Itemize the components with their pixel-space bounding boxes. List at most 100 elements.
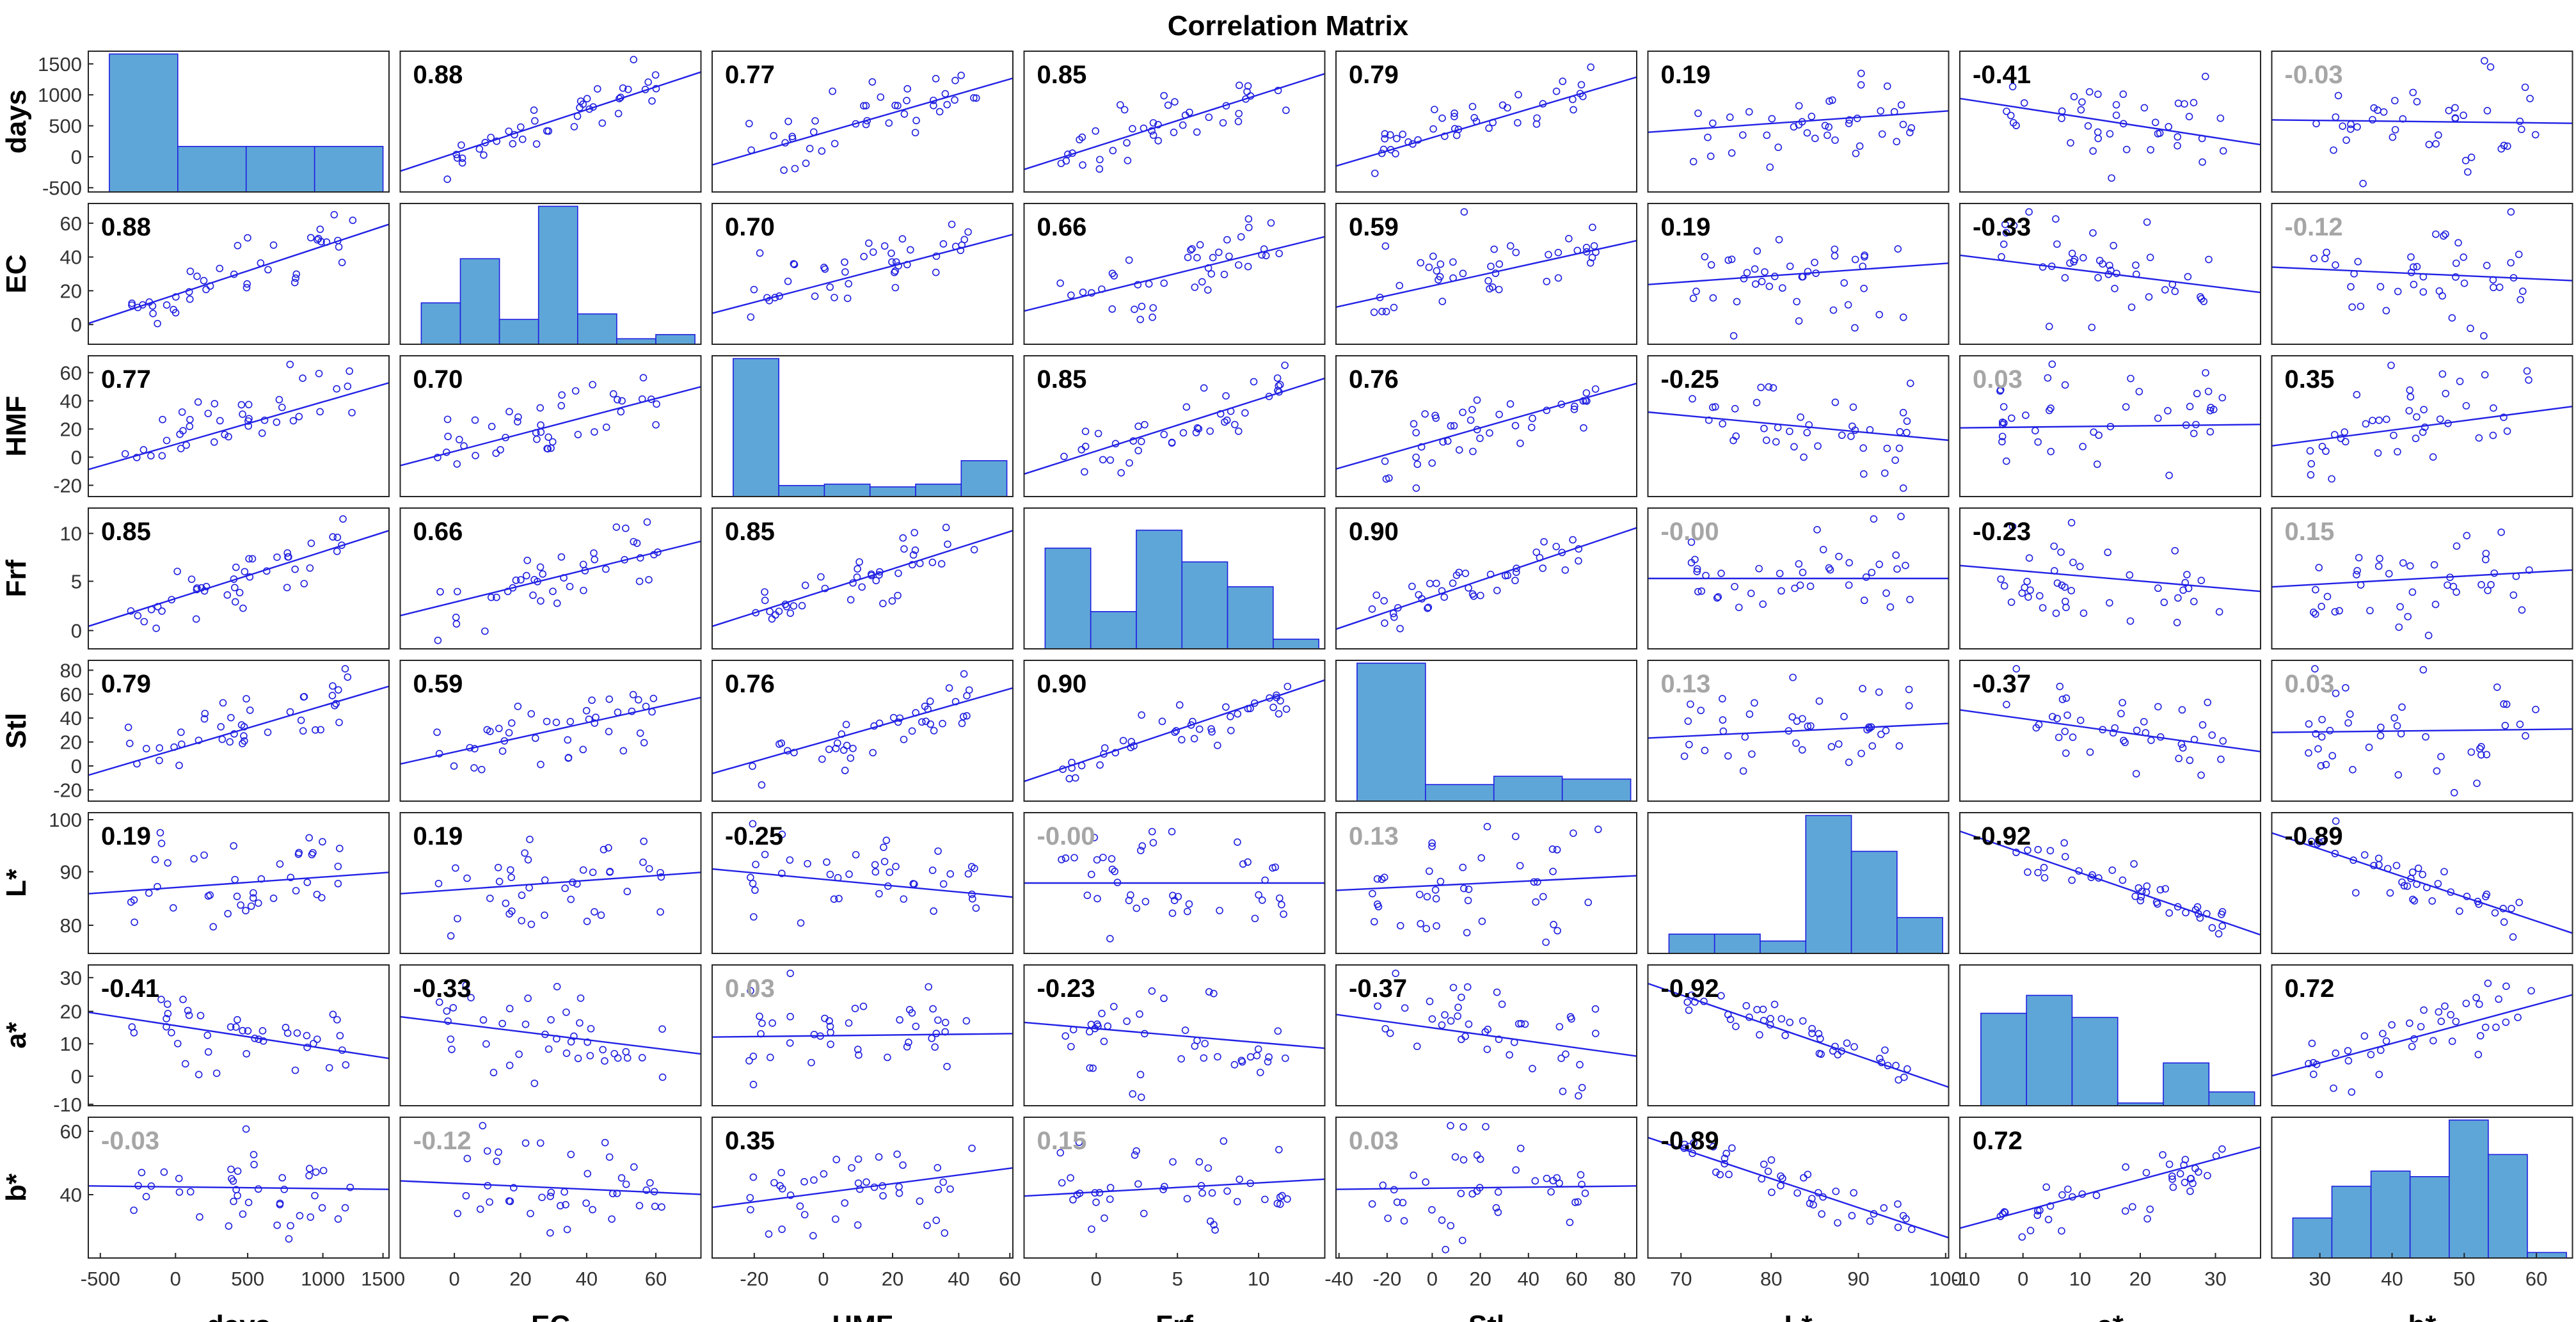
scatter-point (1200, 1054, 1208, 1062)
scatter-point (2398, 703, 2406, 711)
scatter-point (939, 720, 946, 728)
scatter-point (2445, 107, 2453, 115)
regression-line (1960, 97, 2261, 146)
y-tick-label: 20 (60, 731, 82, 754)
scatter-point (849, 744, 857, 753)
scatter-point (2312, 730, 2320, 738)
panel-content (109, 53, 384, 192)
scatter-point (2119, 90, 2127, 99)
scatter-point (1817, 1050, 1825, 1058)
scatter-point (1765, 282, 1774, 291)
scatter-point (194, 398, 202, 406)
scatter-point (2322, 447, 2330, 455)
scatter-point (1755, 564, 1763, 573)
panel-Frf-Stl: 0.90 (1335, 507, 1637, 649)
scatter-point (186, 267, 195, 275)
scatter-point (2382, 307, 2390, 315)
scatter-point (650, 550, 658, 559)
scatter-point (2140, 718, 2148, 726)
scatter-point (2112, 111, 2120, 119)
scatter-point (2366, 607, 2374, 615)
scatter-point (1511, 577, 1519, 584)
panel-HMF-days: 0.77 (88, 355, 390, 497)
scatter-point (495, 724, 503, 733)
scatter-point (934, 1016, 942, 1024)
scatter-point (2526, 95, 2534, 102)
scatter-point (1859, 444, 1867, 452)
y-tick-label: 40 (60, 1184, 82, 1206)
scatter-point (610, 1049, 618, 1058)
scatter-point (2084, 122, 2092, 130)
scatter-point (937, 560, 946, 568)
panel-frame (2271, 964, 2573, 1106)
scatter-point (2143, 882, 2151, 890)
scatter-point (2181, 1179, 2189, 1186)
scatter-point (2010, 221, 2018, 230)
scatter-point (605, 695, 614, 703)
scatter-point (1828, 96, 1836, 104)
scatter-point (1395, 282, 1404, 290)
scatter-point (612, 523, 621, 531)
scatter-point (458, 159, 466, 167)
scatter-point (1473, 396, 1481, 404)
correlation-coefficient: -0.25 (1661, 365, 1719, 394)
scatter-point (489, 1069, 498, 1077)
panel-EC-EC (399, 203, 702, 345)
panel-Stl-HMF: 0.76 (712, 660, 1014, 802)
scatter-point (163, 1015, 170, 1023)
x-tick-label: 500 (231, 1268, 264, 1290)
scatter-point (1090, 834, 1099, 841)
panel-content (88, 515, 389, 632)
scatter-point (2507, 259, 2515, 267)
scatter-point (905, 1039, 912, 1046)
scatter-point (630, 1163, 638, 1171)
scatter-point (1998, 253, 2005, 261)
scatter-point (1470, 114, 1479, 122)
scatter-point (258, 1027, 267, 1035)
scatter-point (958, 719, 966, 728)
regression-line (400, 386, 701, 466)
scatter-point (1428, 459, 1436, 467)
scatter-point (1417, 443, 1426, 451)
scatter-point (2481, 893, 2490, 900)
scatter-point (653, 400, 660, 408)
scatter-point (1138, 303, 1146, 310)
scatter-point (1548, 845, 1557, 853)
scatter-point (2332, 689, 2340, 697)
scatter-point (2108, 866, 2117, 874)
scatter-point (1099, 854, 1107, 861)
scatter-point (770, 132, 777, 140)
scatter-point (2322, 761, 2330, 769)
row-variable-label: EC (1, 254, 32, 293)
scatter-point (2315, 838, 2323, 847)
x-tick-label: 40 (576, 1268, 598, 1290)
scatter-point (1451, 125, 1459, 133)
scatter-point (969, 895, 976, 903)
scatter-point (1512, 568, 1520, 577)
scatter-point (339, 515, 347, 523)
scatter-point (1141, 898, 1150, 905)
scatter-point (1792, 739, 1800, 747)
panel-content (2271, 979, 2573, 1096)
scatter-point (154, 319, 161, 328)
scatter-point (498, 747, 507, 755)
scatter-point (932, 1030, 941, 1037)
histogram-bar (1425, 784, 1495, 801)
scatter-point (453, 587, 461, 596)
scatter-point (521, 1020, 530, 1028)
regression-line (1024, 235, 1325, 312)
scatter-point (2018, 1233, 2026, 1241)
scatter-point (1774, 424, 1782, 431)
panel-EC-HMF: 0.70 (712, 203, 1014, 345)
scatter-point (2159, 1151, 2167, 1159)
scatter-point (2307, 471, 2315, 479)
scatter-point (158, 452, 166, 460)
scatter-point (248, 555, 257, 563)
scatter-point (886, 868, 894, 877)
scatter-point (1907, 1225, 1916, 1233)
scatter-point (287, 873, 295, 882)
scatter-point (841, 767, 849, 774)
scatter-point (2061, 381, 2069, 389)
scatter-point (2094, 128, 2102, 136)
